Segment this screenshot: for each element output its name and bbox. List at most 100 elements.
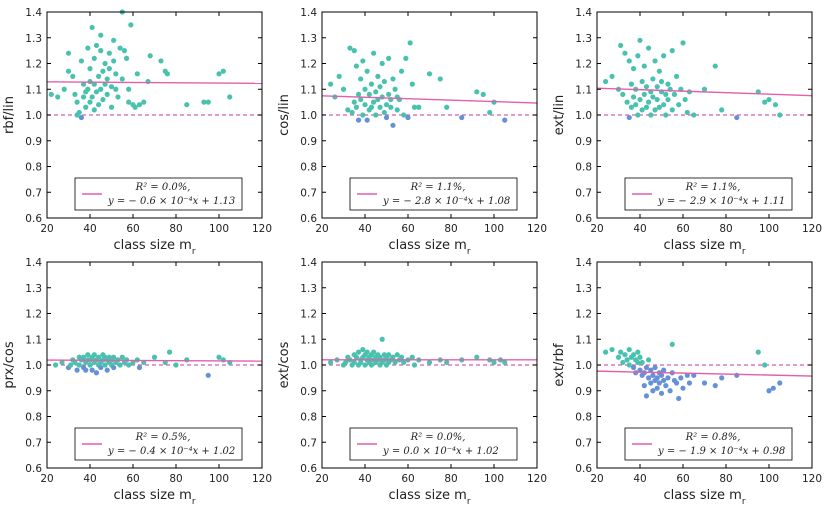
y-tick-label: 1.3 (300, 283, 317, 295)
data-point (126, 99, 132, 105)
data-point (108, 84, 115, 90)
data-point (106, 50, 112, 56)
data-point (459, 114, 465, 121)
data-point (151, 354, 158, 360)
data-point (383, 114, 390, 121)
data-point (355, 91, 362, 97)
data-point (74, 99, 80, 105)
y-tick-label: 0.9 (25, 136, 42, 148)
data-point (377, 84, 383, 90)
data-point (340, 86, 347, 92)
data-point (216, 71, 222, 77)
y-tick-label: 0.8 (300, 162, 317, 174)
data-point (639, 78, 645, 85)
data-point (392, 86, 398, 92)
data-point (502, 359, 508, 366)
y-tick-label: 0.9 (25, 386, 42, 398)
data-point (691, 112, 697, 118)
data-point (145, 78, 151, 85)
data-point (123, 55, 130, 61)
data-point (626, 346, 632, 353)
data-point (134, 71, 140, 77)
data-point (111, 58, 117, 64)
data-point (650, 94, 656, 100)
data-point (646, 357, 652, 363)
x-tick-label: 40 (358, 223, 371, 235)
data-point (362, 362, 368, 368)
data-point (390, 354, 396, 360)
y-tick-label: 0.7 (300, 437, 317, 449)
data-point (98, 48, 104, 54)
data-point (173, 362, 179, 368)
data-point (474, 354, 480, 360)
data-point (358, 96, 364, 103)
fit-line (46, 81, 263, 85)
x-tick-label: 60 (676, 473, 689, 485)
data-point (78, 114, 84, 121)
data-point (669, 107, 675, 113)
legend-equation: y = − 0.6 × 10⁻⁴x + 1.13 (107, 196, 235, 207)
data-point (643, 84, 650, 90)
y-tick-label: 1.4 (25, 7, 42, 19)
data-point (656, 380, 662, 386)
y-tick-label: 0.8 (25, 412, 42, 424)
y-tick-label: 1.1 (575, 84, 592, 96)
data-point (383, 102, 390, 108)
data-point (777, 112, 783, 118)
y-tick-label: 1.3 (575, 283, 592, 295)
data-point (220, 357, 226, 363)
x-tick-label: 40 (83, 473, 96, 485)
x-tick-label: 100 (484, 473, 504, 485)
data-point (80, 94, 87, 100)
data-point (426, 71, 433, 77)
data-point (734, 114, 740, 121)
data-point (373, 112, 379, 118)
data-point (336, 73, 342, 79)
data-point (381, 78, 387, 85)
data-point (401, 359, 407, 366)
data-point (87, 99, 93, 105)
data-point (635, 53, 641, 59)
data-point (53, 362, 59, 368)
data-point (91, 107, 97, 113)
data-point (474, 89, 480, 95)
data-point (364, 117, 370, 123)
y-axis-label: cos/lin (277, 94, 292, 136)
data-point (622, 50, 628, 56)
y-tick-label: 0.8 (300, 412, 317, 424)
x-tick-label: 60 (401, 223, 414, 235)
y-tick-label: 0.9 (300, 386, 317, 398)
data-point (89, 24, 95, 31)
x-axis-label: class size mr (663, 488, 745, 507)
data-point (630, 352, 637, 358)
x-axis-label: class size mr (388, 488, 470, 507)
y-tick-label: 1.3 (300, 33, 317, 45)
x-tick-label: 20 (40, 223, 53, 235)
data-point (626, 114, 632, 121)
y-tick-label: 0.6 (25, 463, 42, 475)
legend: R² = 1.1%, y = − 2.8 × 10⁻⁴x + 1.08 (349, 177, 518, 211)
data-point (701, 380, 708, 386)
y-tick-label: 1.2 (25, 309, 42, 321)
x-tick-label: 80 (169, 223, 182, 235)
data-point (734, 372, 740, 378)
legend-box (349, 177, 518, 211)
data-point (487, 109, 493, 116)
y-tick-label: 0.6 (575, 463, 592, 475)
x-tick-label: 20 (40, 473, 53, 485)
data-point (390, 122, 396, 128)
data-point (603, 78, 609, 85)
data-point (353, 63, 359, 69)
data-point (712, 383, 718, 389)
x-tick-label: 20 (590, 223, 603, 235)
data-point (772, 102, 779, 108)
data-point (115, 94, 121, 100)
data-point (682, 96, 688, 103)
data-point (216, 354, 222, 360)
data-point (98, 86, 104, 92)
y-tick-label: 1.0 (25, 110, 42, 122)
data-point (658, 390, 665, 396)
data-point (701, 86, 708, 92)
data-point (93, 89, 100, 95)
data-point (351, 48, 357, 54)
